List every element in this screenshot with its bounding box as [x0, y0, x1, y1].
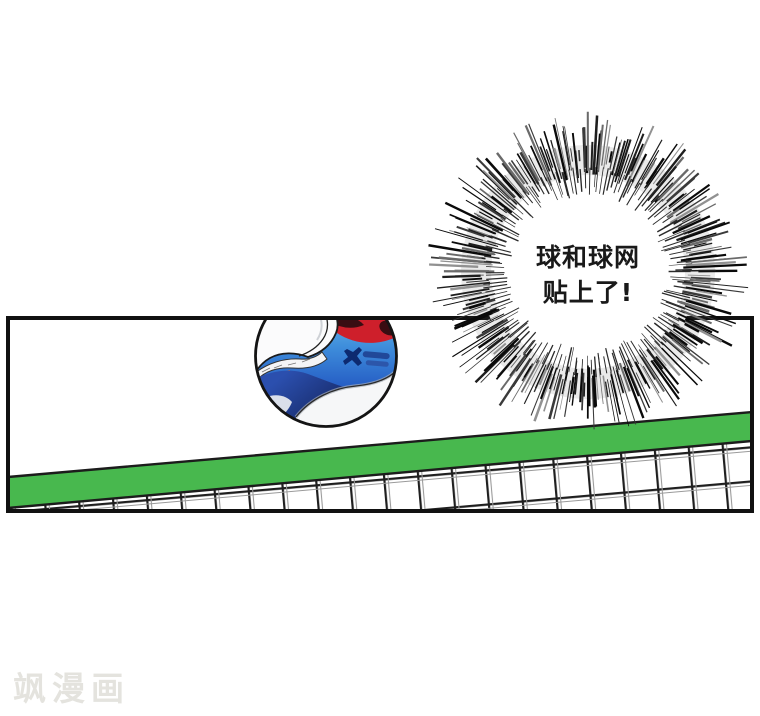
ball-logo-text-smudge-2 — [365, 360, 389, 367]
burst-white-core — [480, 164, 696, 380]
ball-stripe-hatches — [261, 358, 311, 373]
watermark: 飒漫画 — [13, 669, 130, 708]
burst-spikes — [428, 111, 749, 430]
ball-swoosh-outline — [295, 368, 396, 418]
panel-border — [6, 316, 754, 513]
ball-dark-red-shape — [320, 320, 364, 328]
ball-red-patch — [268, 320, 396, 343]
ball-outline — [254, 320, 398, 428]
ball-white-panel — [256, 320, 339, 377]
net-grid — [8, 441, 752, 513]
ball-logo-player-icon — [343, 347, 362, 366]
ball-logo-text-smudge — [362, 351, 390, 360]
burst-text-line-2: 贴上了! — [543, 278, 633, 307]
burst-balloon: 球和球网 贴上了! — [428, 111, 749, 430]
volleyball — [254, 320, 398, 428]
ball-seam-line — [298, 320, 329, 357]
ball-seam-shading — [316, 320, 323, 341]
burst-text-line-1: 球和球网 — [536, 243, 640, 272]
